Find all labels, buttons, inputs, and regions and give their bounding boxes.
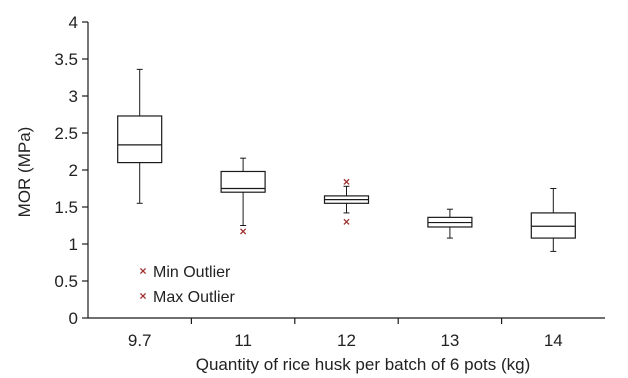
legend-max-outlier-label: Max Outlier [153,289,235,306]
x-tick-label: 11 [234,331,252,350]
y-tick-label: 1 [69,235,78,254]
min-outlier-marker [240,228,247,235]
legend-min-outlier-marker [139,267,147,275]
x-tick-label: 13 [440,331,459,350]
outlier-stroke [240,228,247,235]
iqr-box [220,170,266,193]
max-outlier-marker [343,178,350,185]
outlier-stroke [139,292,147,300]
y-axis-title: MOR (MPa) [15,127,34,218]
box-12 [323,185,370,214]
x-axis-title: Quantity of rice husk per batch of 6 pot… [196,355,531,374]
box-9-7 [117,68,163,204]
box-14 [530,188,576,252]
min-outlier-marker [343,218,350,225]
legend-max-outlier-marker [139,292,147,300]
y-tick-label: 0 [69,309,78,328]
iqr-box [117,115,163,164]
x-tick-label: 9.7 [128,331,152,350]
outlier-stroke [343,178,350,185]
box-11 [220,157,266,226]
plot-area: 0 0.5 1 1.5 2 2.5 3 3.5 4 9.7 11 12 13 14 Min Outlier M… [54,13,605,350]
legend-min-outlier-label: Min Outlier [153,264,231,281]
box-13 [427,208,473,239]
y-tick-label: 3 [69,87,78,106]
y-tick-label: 3.5 [54,50,78,69]
y-tick-label: 2 [69,161,78,180]
outlier-stroke [343,218,350,225]
y-tick-label: 2.5 [54,124,78,143]
outlier-stroke [139,267,147,275]
y-tick-label: 1.5 [54,198,78,217]
x-tick-label: 12 [337,331,356,350]
x-tick-label: 14 [544,331,563,350]
iqr-box [530,212,576,239]
y-tick-label: 4 [69,13,78,32]
y-tick-label: 0.5 [54,272,78,291]
